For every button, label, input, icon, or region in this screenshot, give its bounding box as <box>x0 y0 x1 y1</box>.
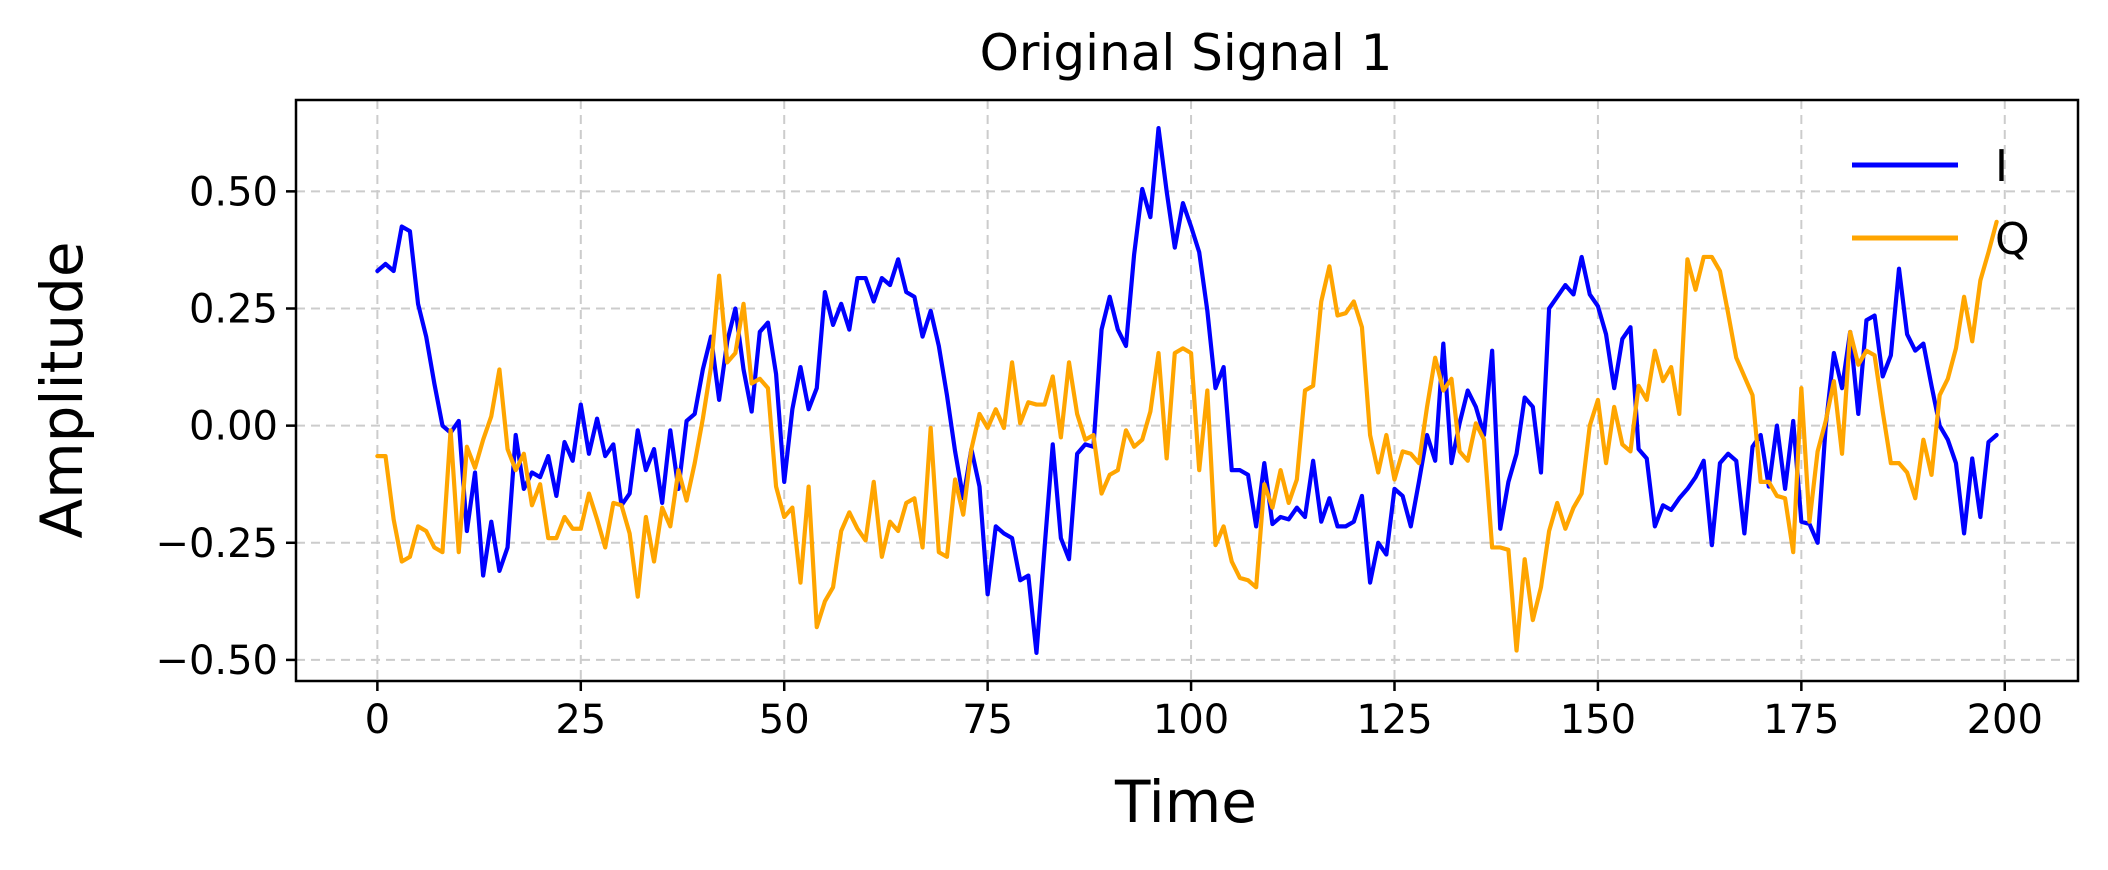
x-tick-label: 100 <box>1153 697 1229 743</box>
plot-frame <box>294 98 2080 683</box>
x-tick-label: 200 <box>1967 697 2043 743</box>
x-tick-label: 75 <box>962 697 1013 743</box>
x-tick-label: 25 <box>555 697 606 743</box>
chart-title: Original Signal 1 <box>980 24 1393 82</box>
x-tick-label: 50 <box>759 697 810 743</box>
y-axis-label: Amplitude <box>28 241 96 538</box>
grid <box>296 100 2078 681</box>
legend-label-i: I <box>1995 141 2008 192</box>
x-axis-label: Time <box>1114 768 1257 836</box>
y-tick-label: −0.50 <box>155 638 278 684</box>
x-tick-label: 175 <box>1763 697 1839 743</box>
y-axis: 0.50 0.25 0.00 −0.25 −0.50 <box>155 169 296 684</box>
x-tick-label: 0 <box>365 697 390 743</box>
y-tick-label: 0.25 <box>189 287 278 333</box>
y-tick-label: 0.50 <box>189 169 278 215</box>
legend-label-q: Q <box>1995 214 2030 265</box>
y-tick-label: 0.00 <box>189 404 278 450</box>
x-axis: 0 25 50 75 100 125 150 175 200 <box>365 681 2043 743</box>
y-tick-label: −0.25 <box>155 521 278 567</box>
series-lines <box>375 126 1999 655</box>
legend: IQ <box>1852 141 2030 265</box>
x-tick-label: 125 <box>1356 697 1432 743</box>
series-line-q <box>375 219 1999 653</box>
series-line-i <box>375 126 1999 655</box>
x-tick-label: 150 <box>1560 697 1636 743</box>
